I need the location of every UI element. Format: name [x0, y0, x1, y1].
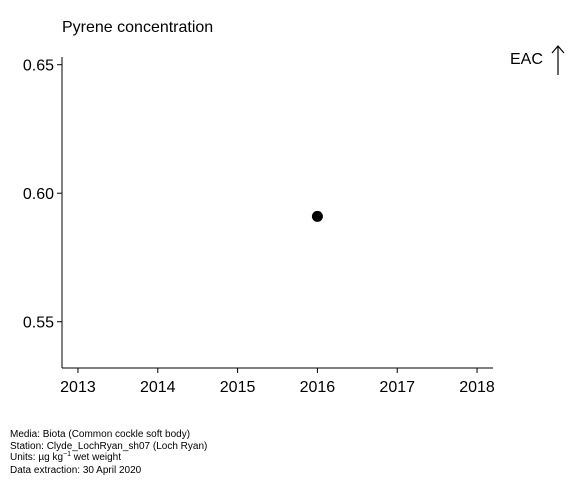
footer-station: Station: Clyde_LochRyan_sh07 (Loch Ryan)	[10, 440, 208, 452]
x-tick-label: 2016	[300, 379, 336, 396]
footer-extraction: Data extraction: 30 April 2020	[10, 464, 142, 476]
eac-label: EAC	[510, 45, 565, 75]
up-arrow-icon	[551, 45, 565, 75]
x-tick-label: 2015	[220, 379, 256, 396]
y-tick-label: 0.65	[23, 58, 54, 75]
x-tick-label: 2017	[379, 379, 415, 396]
data-point	[311, 210, 323, 222]
footer-notes: Media: Biota (Common cockle soft body) S…	[10, 429, 207, 476]
x-tick-label: 2018	[459, 379, 495, 396]
footer-units: Units: µg kg−1 wet weight	[10, 451, 207, 465]
footer-media: Media: Biota (Common cockle soft body)	[10, 429, 191, 440]
units-suffix: wet weight	[71, 452, 122, 464]
units-exponent: −1	[63, 451, 71, 459]
chart-title: Pyrene concentration	[62, 19, 214, 36]
y-tick-label: 0.60	[23, 186, 54, 203]
y-tick-label: 0.55	[23, 315, 54, 332]
x-tick-label: 2013	[60, 379, 96, 396]
x-tick-label: 2014	[140, 379, 176, 396]
units-prefix: Units: µg kg	[10, 452, 64, 464]
eac-text: EAC	[510, 51, 543, 68]
